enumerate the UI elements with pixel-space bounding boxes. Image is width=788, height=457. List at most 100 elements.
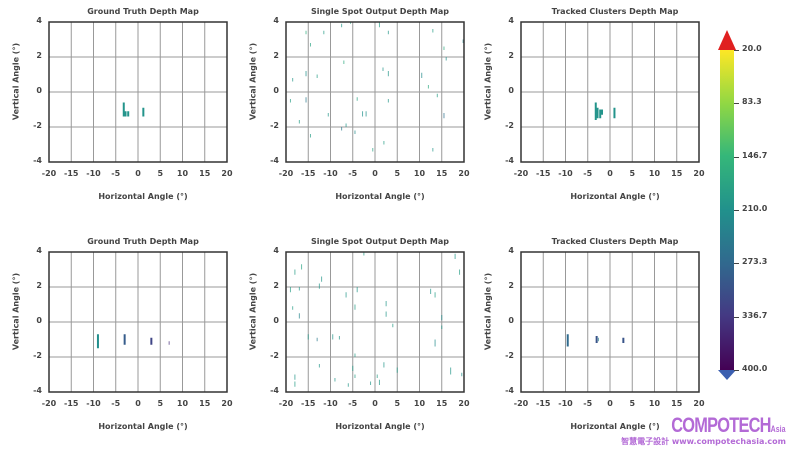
y-tick-label: 0 — [36, 316, 42, 325]
x-tick-label: 5 — [629, 169, 636, 178]
x-tick-label: -10 — [558, 399, 573, 408]
colorbar-gradient — [720, 50, 734, 370]
x-tick-label: -5 — [583, 169, 593, 178]
colorbar-over-arrow — [718, 30, 736, 50]
watermark-brand: COMPOTECH — [671, 414, 772, 437]
x-tick-label: -10 — [558, 169, 573, 178]
plot-area — [48, 21, 228, 163]
subplot-title: Tracked Clusters Depth Map — [551, 237, 679, 246]
x-tick-label: -15 — [64, 399, 79, 408]
y-tick-label: 4 — [273, 246, 279, 255]
x-tick-label: -20 — [41, 169, 57, 178]
y-axis-label: Vertical Angle (°) — [483, 42, 493, 121]
colorbar-tick-label: 400.0 — [742, 364, 768, 373]
y-tick-label: -4 — [270, 386, 279, 395]
y-tick-label: 2 — [36, 51, 42, 60]
colorbar-tick — [734, 316, 739, 318]
colorbar — [718, 30, 736, 380]
x-tick-label: -15 — [536, 399, 551, 408]
y-tick-label: 4 — [273, 16, 279, 25]
x-tick-label: 5 — [157, 399, 164, 408]
plot-frame — [48, 21, 228, 163]
y-tick-label: 4 — [508, 16, 514, 25]
y-tick-label: 0 — [273, 316, 279, 325]
x-tick-label: 0 — [372, 399, 378, 408]
x-tick-label: 15 — [436, 399, 448, 408]
x-axis-label: Horizontal Angle (°) — [570, 192, 660, 201]
x-axis-label: Horizontal Angle (°) — [335, 192, 425, 201]
x-tick-label: 20 — [458, 399, 470, 408]
x-tick-label: -5 — [111, 169, 121, 178]
colorbar-tick-label: 146.7 — [742, 150, 768, 160]
x-tick-label: -5 — [348, 169, 358, 178]
x-tick-label: 5 — [394, 169, 401, 178]
colorbar-tick-label: 273.3 — [742, 257, 768, 267]
y-tick-label: 4 — [508, 246, 514, 255]
x-tick-label: 5 — [157, 169, 164, 178]
plot-frame — [285, 21, 465, 163]
x-tick-label: -15 — [64, 169, 79, 178]
y-axis-label: Vertical Angle (°) — [248, 42, 258, 121]
x-tick-label: 10 — [176, 169, 189, 178]
y-tick-label: -4 — [270, 156, 279, 165]
colorbar-tick — [734, 103, 739, 105]
colorbar-tick-label: 336.7 — [742, 310, 768, 320]
x-tick-label: -20 — [513, 399, 529, 408]
x-tick-label: -20 — [41, 399, 57, 408]
watermark: COMPOTECHAsia — [672, 415, 786, 440]
colorbar-tick-label: 83.3 — [742, 97, 762, 107]
y-tick-label: 2 — [273, 51, 279, 60]
y-tick-label: 2 — [508, 51, 514, 60]
x-tick-label: 5 — [629, 399, 636, 408]
watermark-suffix: Asia — [771, 424, 786, 434]
colorbar-tick — [734, 263, 739, 265]
x-tick-label: 15 — [436, 169, 448, 178]
colorbar-tick-label: 20.0 — [742, 44, 762, 53]
plot-frame — [48, 251, 228, 393]
subplot-2: Single Spot Output Depth Map -20 -15 -10 -5 0… — [245, 7, 475, 227]
x-tick-label: 20 — [458, 169, 470, 178]
subplot-title: Tracked Clusters Depth Map — [551, 7, 679, 16]
y-tick-label: 0 — [508, 316, 514, 325]
y-tick-label: 2 — [36, 281, 42, 290]
colorbar-tick — [734, 156, 739, 158]
plot-area — [48, 251, 228, 393]
colorbar-under-arrow — [718, 370, 736, 380]
subplot-5: Single Spot Output Depth Map -20 -15 -10 -5 0… — [245, 237, 475, 457]
y-tick-label: -2 — [33, 351, 42, 360]
colorbar-tick — [734, 50, 739, 51]
subplot-title: Ground Truth Depth Map — [87, 7, 199, 16]
subplot-title: Ground Truth Depth Map — [87, 237, 199, 246]
subplot-3: Tracked Clusters Depth Map -20 -15 -10 -5 0 5 1… — [480, 7, 710, 227]
x-tick-label: 10 — [413, 169, 426, 178]
x-tick-label: 10 — [176, 399, 189, 408]
x-tick-label: -10 — [323, 169, 338, 178]
y-tick-label: -2 — [33, 121, 42, 130]
x-tick-label: -15 — [301, 169, 316, 178]
y-tick-label: 0 — [36, 86, 42, 95]
x-tick-label: 20 — [693, 169, 705, 178]
x-tick-label: 0 — [372, 169, 378, 178]
x-tick-label: 20 — [221, 399, 233, 408]
x-tick-label: 20 — [221, 169, 233, 178]
x-axis-label: Horizontal Angle (°) — [98, 192, 188, 201]
subplot-4: Ground Truth Depth Map -20 -15 -10 -5 0 5 10 15 2… — [8, 237, 238, 457]
x-tick-label: -10 — [86, 169, 101, 178]
y-axis-label: Vertical Angle (°) — [483, 272, 493, 351]
subplot-title: Single Spot Output Depth Map — [310, 237, 449, 246]
subplot-title: Single Spot Output Depth Map — [310, 7, 449, 16]
watermark-sub: 智慧電子設計 www.compotechasia.com — [621, 437, 786, 446]
y-tick-label: -4 — [33, 386, 42, 395]
subplot-6: Tracked Clusters Depth Map -20 -15 -10 -5 0 5 1… — [480, 237, 710, 457]
y-tick-label: -4 — [505, 156, 514, 165]
y-tick-label: -2 — [505, 121, 514, 130]
plot-area — [285, 21, 465, 163]
x-tick-label: -10 — [323, 399, 338, 408]
x-tick-label: 10 — [413, 399, 426, 408]
x-tick-label: 0 — [607, 169, 613, 178]
x-tick-label: 5 — [394, 399, 401, 408]
y-tick-label: -4 — [505, 386, 514, 395]
x-tick-label: -20 — [278, 399, 294, 408]
y-tick-label: -2 — [270, 121, 279, 130]
x-tick-label: 0 — [607, 399, 613, 408]
